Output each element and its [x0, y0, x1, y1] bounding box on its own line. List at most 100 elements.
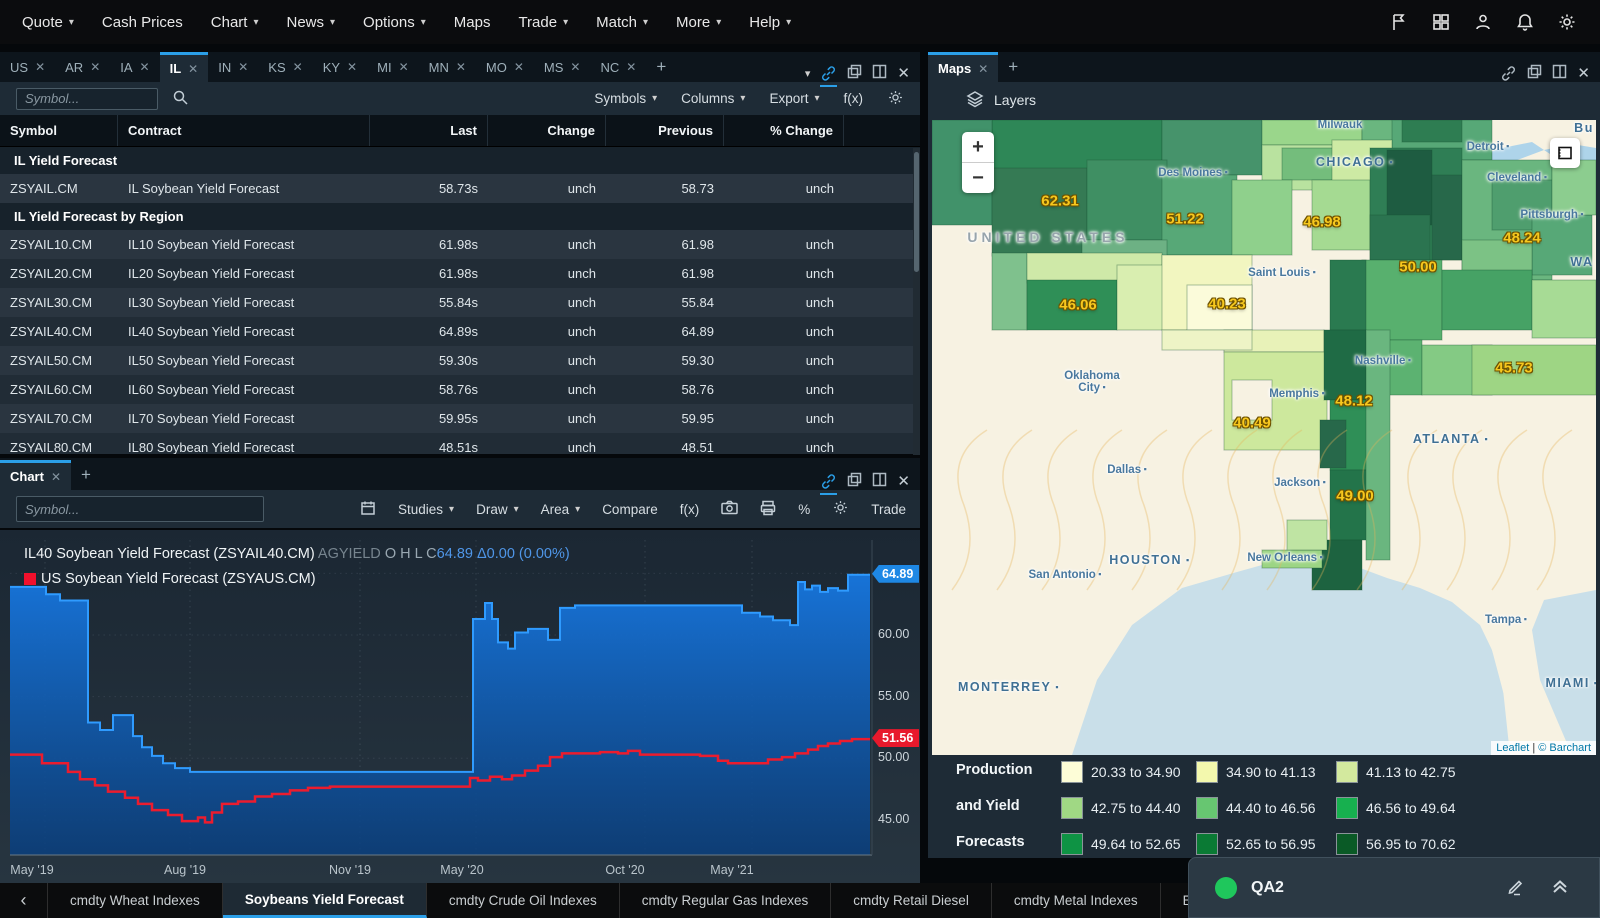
chart-plot[interactable]: May '19 Aug '19 Nov '19 May '20 Oct '20 May '… — [0, 530, 920, 883]
state-tab-ky[interactable]: KY ✕ — [322, 59, 358, 75]
popout-window-icon[interactable] — [872, 472, 887, 490]
column-header-change[interactable]: Change — [488, 115, 606, 146]
column-header-symbol[interactable]: Symbol — [0, 115, 118, 146]
add-tab-button[interactable]: + — [656, 57, 667, 76]
trade-button[interactable]: Trade — [871, 501, 906, 517]
tab-overflow-chevron[interactable]: ▾ — [804, 67, 811, 80]
menu-help[interactable]: Help ▾ — [749, 13, 792, 31]
columns-menu-button[interactable]: Columns ▾ — [681, 91, 746, 106]
state-tab-mi[interactable]: MI ✕ — [377, 59, 409, 75]
gear-icon[interactable] — [887, 89, 904, 109]
symbol-input[interactable]: Symbol... — [16, 87, 158, 110]
workspace-tab-cmdty-regular-gas-indexes[interactable]: cmdty Regular Gas Indexes — [620, 883, 832, 918]
collapse-chevron-up-icon[interactable] — [1551, 878, 1569, 897]
workspace-tab-cmdty-retail-diesel[interactable]: cmdty Retail Diesel — [831, 883, 992, 918]
state-tab-ks[interactable]: KS ✕ — [268, 59, 303, 75]
close-tab-icon[interactable]: ✕ — [292, 60, 303, 74]
export-menu-button[interactable]: Export ▾ — [769, 91, 820, 106]
close-tab-icon[interactable]: ✕ — [455, 60, 466, 74]
state-tab-in[interactable]: IN ✕ — [218, 59, 249, 75]
menu-match[interactable]: Match ▾ — [596, 13, 649, 31]
close-panel-icon[interactable]: ✕ — [1577, 65, 1590, 82]
close-tab-icon[interactable]: ✕ — [188, 61, 199, 76]
studies-menu-button[interactable]: Studies ▾ — [398, 501, 455, 517]
close-tab-icon[interactable]: ✕ — [626, 60, 637, 74]
camera-icon[interactable] — [721, 500, 738, 518]
close-tab-icon[interactable]: ✕ — [398, 60, 409, 74]
close-tab-icon[interactable]: ✕ — [139, 60, 150, 74]
layers-control[interactable]: Layers — [928, 82, 1600, 118]
close-tab-icon[interactable]: ✕ — [238, 60, 249, 74]
menu-cash-prices[interactable]: Cash Prices — [101, 13, 183, 31]
bell-icon[interactable] — [1514, 11, 1536, 33]
search-icon[interactable] — [172, 89, 189, 109]
state-tab-ar[interactable]: AR ✕ — [65, 59, 101, 75]
close-tab-icon[interactable]: ✕ — [35, 60, 46, 74]
draw-menu-button[interactable]: Draw ▾ — [476, 501, 519, 517]
column-header--change[interactable]: % Change — [724, 115, 844, 146]
fx-button[interactable]: f(x) — [679, 501, 700, 517]
table-row-ZSYAIL.CM[interactable]: ZSYAIL.CM IL Soybean Yield Forecast 58.73s… — [0, 174, 920, 203]
close-tab-icon[interactable]: ✕ — [978, 61, 989, 76]
menu-trade[interactable]: Trade ▾ — [518, 13, 569, 31]
state-tab-mn[interactable]: MN ✕ — [428, 59, 466, 75]
tab-maps[interactable]: Maps ✕ — [928, 52, 999, 82]
state-tab-ia[interactable]: IA ✕ — [120, 59, 150, 75]
add-tab-button[interactable]: + — [1008, 57, 1019, 76]
apps-grid-icon[interactable] — [1430, 11, 1452, 33]
compare-button[interactable]: Compare — [602, 501, 658, 517]
state-tab-nc[interactable]: NC ✕ — [600, 59, 637, 75]
close-tab-icon[interactable]: ✕ — [90, 60, 101, 74]
menu-quote[interactable]: Quote ▾ — [22, 13, 74, 31]
column-header-contract[interactable]: Contract — [118, 115, 370, 146]
workspace-tab-soybeans-yield-forecast[interactable]: Soybeans Yield Forecast — [222, 883, 427, 918]
close-tab-icon[interactable]: ✕ — [570, 60, 581, 74]
symbols-menu-button[interactable]: Symbols ▾ — [594, 91, 658, 106]
state-tab-us[interactable]: US ✕ — [10, 59, 46, 75]
link-icon[interactable] — [820, 473, 838, 495]
duplicate-icon[interactable] — [847, 64, 862, 82]
menu-news[interactable]: News ▾ — [286, 13, 336, 31]
tab-chart[interactable]: Chart ✕ — [0, 460, 72, 490]
user-icon[interactable] — [1472, 11, 1494, 33]
table-row-ZSYAIL80.CM[interactable]: ZSYAIL80.CM IL80 Soybean Yield Forecast 48… — [0, 433, 920, 454]
zoom-out-button[interactable]: − — [962, 162, 994, 193]
table-row-ZSYAIL20.CM[interactable]: ZSYAIL20.CM IL20 Soybean Yield Forecast 61… — [0, 259, 920, 288]
fx-button[interactable]: f(x) — [843, 91, 864, 106]
gear-icon[interactable] — [1556, 11, 1578, 33]
menu-maps[interactable]: Maps — [453, 13, 491, 31]
close-tab-icon[interactable]: ✕ — [513, 60, 524, 74]
gear-icon[interactable] — [832, 499, 849, 519]
price-chart[interactable]: May '19 Aug '19 Nov '19 May '20 Oct '20 May '… — [0, 530, 920, 883]
tabs-scroll-left-button[interactable]: ‹ — [0, 883, 48, 918]
printer-icon[interactable] — [760, 500, 776, 519]
barchart-link[interactable]: © Barchart — [1538, 742, 1591, 754]
zoom-in-button[interactable]: + — [972, 135, 984, 158]
link-icon[interactable] — [820, 65, 838, 87]
workspace-tab-cmdty-crude-oil-indexes[interactable]: cmdty Crude Oil Indexes — [427, 883, 620, 918]
column-header-last[interactable]: Last — [370, 115, 488, 146]
close-tab-icon[interactable]: ✕ — [347, 60, 358, 74]
edit-pencil-icon[interactable] — [1506, 877, 1525, 899]
close-panel-icon[interactable]: ✕ — [897, 473, 910, 490]
percent-button[interactable]: % — [798, 501, 811, 517]
workspace-tab-cmdty-wheat-indexes[interactable]: cmdty Wheat Indexes — [48, 883, 223, 918]
table-row-ZSYAIL60.CM[interactable]: ZSYAIL60.CM IL60 Soybean Yield Forecast 58… — [0, 375, 920, 404]
state-tab-mo[interactable]: MO ✕ — [485, 59, 524, 75]
menu-chart[interactable]: Chart ▾ — [210, 13, 259, 31]
area-menu-button[interactable]: Area ▾ — [540, 501, 581, 517]
state-tab-ms[interactable]: MS ✕ — [543, 59, 581, 75]
leaflet-link[interactable]: Leaflet — [1496, 742, 1530, 754]
map-export-button[interactable] — [1550, 138, 1580, 168]
workspace-tab-cmdty-metal-indexes[interactable]: cmdty Metal Indexes — [992, 883, 1161, 918]
popout-window-icon[interactable] — [872, 64, 887, 82]
calendar-icon[interactable] — [360, 500, 376, 519]
table-row-ZSYAIL40.CM[interactable]: ZSYAIL40.CM IL40 Soybean Yield Forecast 64… — [0, 317, 920, 346]
table-row-ZSYAIL30.CM[interactable]: ZSYAIL30.CM IL30 Soybean Yield Forecast 55… — [0, 288, 920, 317]
duplicate-icon[interactable] — [847, 472, 862, 490]
column-header-previous[interactable]: Previous — [606, 115, 724, 146]
table-row-ZSYAIL70.CM[interactable]: ZSYAIL70.CM IL70 Soybean Yield Forecast 59… — [0, 404, 920, 433]
flag-icon[interactable] — [1388, 11, 1410, 33]
state-tab-il[interactable]: IL ✕ — [159, 52, 209, 82]
close-panel-icon[interactable]: ✕ — [897, 65, 910, 82]
